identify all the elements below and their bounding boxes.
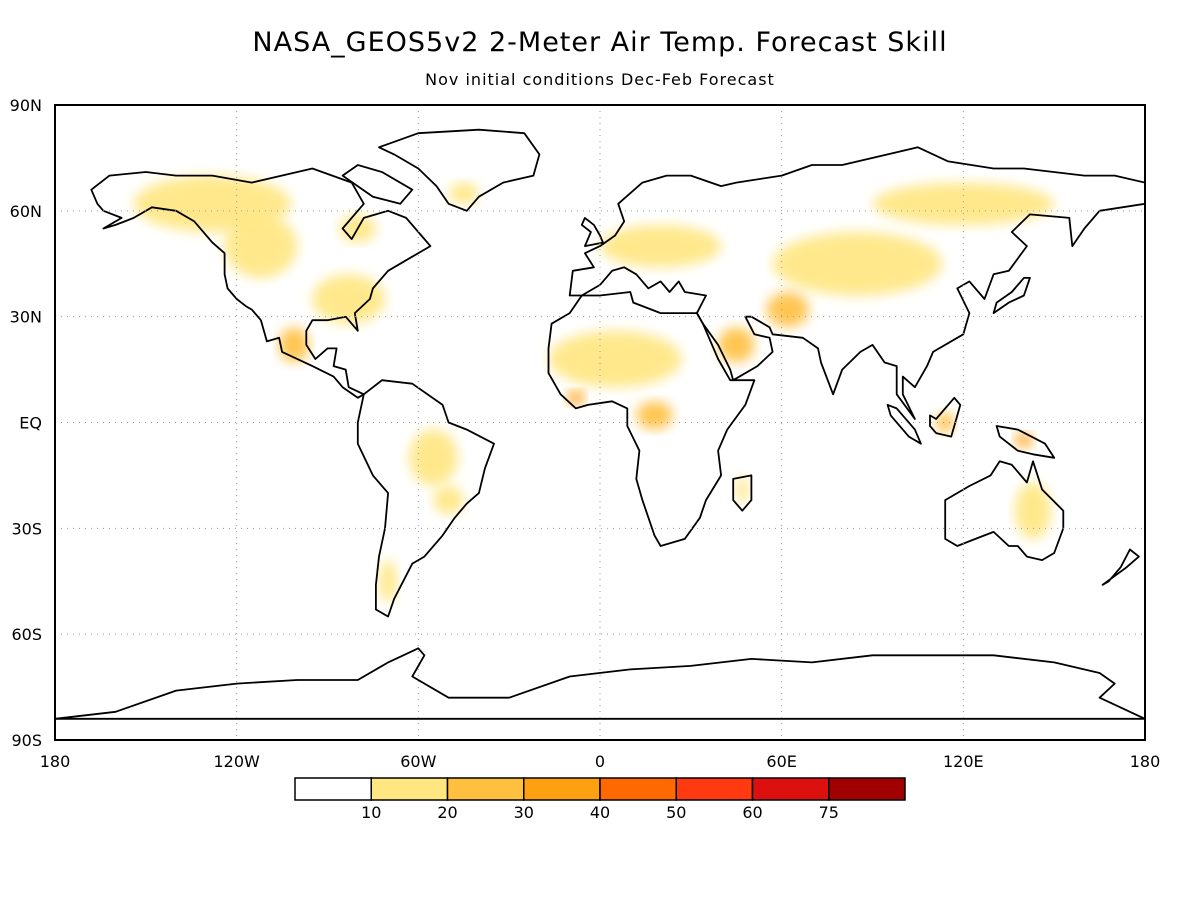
lat-tick-label: 30S — [11, 519, 42, 538]
skill-region — [936, 411, 955, 434]
skill-region — [718, 327, 755, 363]
skill-shading-layer — [133, 175, 1055, 603]
longitude-tick-labels: 180 120W 60W 0 60E 120E 180 — [40, 752, 1161, 771]
skill-region — [433, 486, 464, 515]
colorbar-swatch — [675, 777, 754, 801]
skill-region — [1014, 482, 1052, 539]
colorbar-swatch — [523, 777, 601, 801]
colorbar: 10 20 30 40 50 60 75 — [294, 777, 906, 822]
coastline-greenland — [378, 128, 541, 212]
lat-tick-label: 60S — [11, 625, 42, 644]
coastline-borneo — [929, 396, 962, 438]
skill-region — [548, 330, 682, 388]
map-title: NASA_GEOS5v2 2-Meter Air Temp. Forecast … — [252, 27, 948, 58]
lon-tick-label: 180 — [1130, 752, 1161, 771]
colorbar-label: 30 — [514, 803, 534, 822]
lat-tick-label: EQ — [19, 414, 42, 433]
lat-tick-label: 30N — [10, 308, 42, 327]
skill-region — [312, 274, 386, 324]
coastline-madagascar — [732, 474, 753, 512]
skill-region — [224, 214, 298, 278]
skill-region — [636, 401, 673, 430]
coastline-australia — [944, 460, 1065, 561]
colorbar-label: 20 — [437, 803, 457, 822]
skill-region — [772, 232, 943, 296]
skill-region — [872, 182, 1055, 225]
coastline-new-zealand — [1101, 548, 1140, 586]
skill-region — [600, 224, 722, 268]
lon-tick-label: 180 — [40, 752, 71, 771]
coastline-africa — [547, 291, 756, 547]
coastline-eurasia — [568, 146, 1145, 420]
lat-tick-label: 90S — [11, 731, 42, 750]
skill-region — [766, 291, 809, 328]
latitude-tick-labels: 90N 60N 30N EQ 30S 60S 90S — [10, 96, 42, 750]
colorbar-swatch — [294, 777, 372, 801]
coastline-sumatra — [886, 404, 922, 445]
map-frame — [54, 104, 1146, 741]
colorbar-label: 10 — [361, 803, 381, 822]
coastline-baffin — [341, 164, 414, 205]
lat-tick-label: 90N — [10, 96, 42, 115]
coastlines — [55, 128, 1145, 720]
colorbar-label: 75 — [819, 803, 839, 822]
colorbar-label: 60 — [742, 803, 762, 822]
lon-tick-label: 120E — [943, 752, 984, 771]
coastline-antarctica — [55, 647, 1145, 720]
coastline-great-britain — [580, 217, 604, 247]
coastline-south-america — [356, 379, 495, 618]
colorbar-label: 50 — [666, 803, 686, 822]
colorbar-swatch — [599, 777, 677, 801]
map-subtitle: Nov initial conditions Dec-Feb Forecast — [425, 70, 775, 89]
lon-tick-label: 120W — [213, 752, 260, 771]
lon-tick-label: 0 — [595, 752, 605, 771]
coastline-japan — [992, 277, 1031, 314]
colorbar-swatch — [828, 777, 906, 801]
colorbar-label: 40 — [590, 803, 610, 822]
lat-tick-label: 60N — [10, 202, 42, 221]
skill-region — [736, 475, 749, 504]
skill-region — [448, 182, 479, 204]
lon-tick-label: 60W — [400, 752, 436, 771]
skill-region — [378, 560, 398, 603]
skill-region — [1014, 433, 1033, 448]
coastline-north-america — [90, 167, 432, 399]
lon-tick-label: 60E — [766, 752, 796, 771]
coastline-new-guinea — [995, 425, 1056, 459]
skill-region — [566, 390, 585, 405]
skill-region — [409, 429, 458, 486]
colorbar-swatch — [446, 777, 525, 801]
colorbar-swatch — [370, 777, 449, 801]
colorbar-swatch — [751, 777, 830, 801]
